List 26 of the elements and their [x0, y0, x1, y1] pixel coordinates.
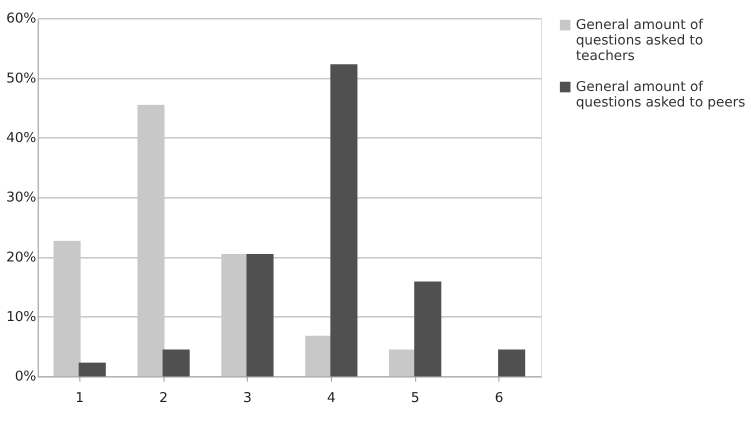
legend-label: General amount of questions asked to teachers [576, 16, 704, 64]
x-tick-label: 3 [243, 390, 252, 406]
bar [414, 282, 442, 376]
x-tick-label: 4 [327, 390, 336, 406]
bar [305, 336, 332, 376]
bar [78, 362, 106, 376]
bar [54, 240, 81, 376]
bar [330, 64, 358, 376]
bar [162, 350, 190, 376]
x-tick-label: 6 [494, 390, 504, 406]
bar [246, 254, 274, 376]
y-tick-label: 0% [14, 368, 36, 385]
y-tick-label: 30% [6, 190, 36, 206]
bar [498, 350, 526, 376]
y-tick-label: 10% [6, 309, 36, 326]
y-tick-label: 40% [6, 130, 36, 146]
y-tick-label: 50% [6, 70, 36, 86]
bar [137, 104, 165, 376]
bar [389, 350, 416, 376]
bar [221, 254, 248, 376]
x-tick-label: 2 [159, 390, 168, 406]
y-tick-label: 60% [6, 10, 36, 27]
legend-label: General amount of questions asked to peers [576, 78, 746, 110]
y-tick-label: 20% [6, 249, 36, 266]
x-tick-label: 1 [75, 390, 84, 406]
x-tick-label: 5 [410, 390, 420, 406]
